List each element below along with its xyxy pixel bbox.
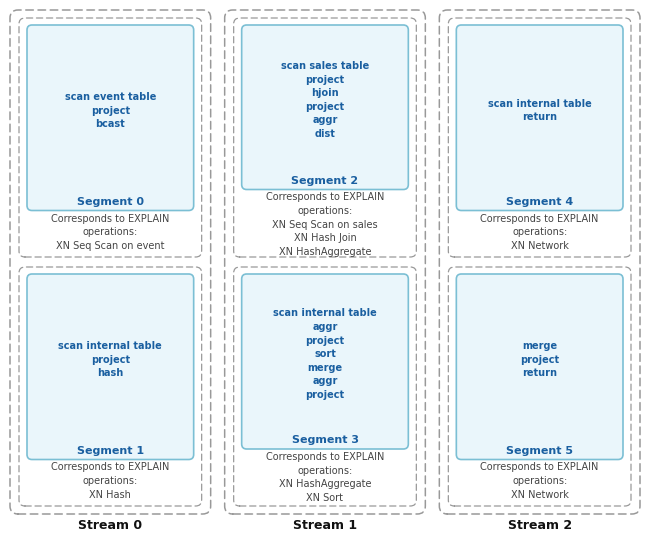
FancyBboxPatch shape bbox=[242, 274, 408, 449]
Text: scan internal table
return: scan internal table return bbox=[488, 99, 592, 122]
FancyBboxPatch shape bbox=[233, 18, 417, 257]
FancyBboxPatch shape bbox=[233, 267, 417, 506]
FancyBboxPatch shape bbox=[456, 274, 623, 460]
Text: scan internal table
project
hash: scan internal table project hash bbox=[58, 341, 162, 378]
FancyBboxPatch shape bbox=[448, 267, 631, 506]
Text: Stream 0: Stream 0 bbox=[78, 519, 142, 532]
FancyBboxPatch shape bbox=[225, 10, 425, 514]
Text: Segment 0: Segment 0 bbox=[77, 197, 144, 207]
Text: Stream 2: Stream 2 bbox=[508, 519, 572, 532]
Text: Segment 5: Segment 5 bbox=[506, 446, 573, 456]
FancyBboxPatch shape bbox=[242, 25, 408, 190]
FancyBboxPatch shape bbox=[10, 10, 211, 514]
FancyBboxPatch shape bbox=[19, 267, 201, 506]
Text: merge
project
return: merge project return bbox=[520, 341, 559, 378]
Text: Corresponds to EXPLAIN
operations:
XN Seq Scan on event: Corresponds to EXPLAIN operations: XN Se… bbox=[51, 214, 170, 251]
Text: scan sales table
project
hjoin
project
aggr
dist: scan sales table project hjoin project a… bbox=[281, 61, 369, 139]
FancyBboxPatch shape bbox=[439, 10, 640, 514]
Text: Segment 1: Segment 1 bbox=[77, 446, 144, 456]
Text: Corresponds to EXPLAIN
operations:
XN Hash: Corresponds to EXPLAIN operations: XN Ha… bbox=[51, 462, 170, 500]
FancyBboxPatch shape bbox=[27, 274, 194, 460]
Text: Segment 2: Segment 2 bbox=[291, 176, 359, 186]
Text: Segment 3: Segment 3 bbox=[291, 435, 359, 446]
Text: scan internal table
aggr
project
sort
merge
aggr
project: scan internal table aggr project sort me… bbox=[273, 308, 377, 400]
Text: scan event table
project
bcast: scan event table project bcast bbox=[64, 92, 156, 129]
FancyBboxPatch shape bbox=[456, 25, 623, 210]
Text: Stream 1: Stream 1 bbox=[293, 519, 357, 532]
FancyBboxPatch shape bbox=[19, 18, 201, 257]
Text: Segment 4: Segment 4 bbox=[506, 197, 573, 207]
Text: Corresponds to EXPLAIN
operations:
XN Seq Scan on sales
XN Hash Join
XN HashAggr: Corresponds to EXPLAIN operations: XN Se… bbox=[266, 192, 384, 257]
Text: Corresponds to EXPLAIN
operations:
XN HashAggregate
XN Sort: Corresponds to EXPLAIN operations: XN Ha… bbox=[266, 452, 384, 503]
FancyBboxPatch shape bbox=[448, 18, 631, 257]
Text: Corresponds to EXPLAIN
operations:
XN Network: Corresponds to EXPLAIN operations: XN Ne… bbox=[480, 214, 599, 251]
FancyBboxPatch shape bbox=[27, 25, 194, 210]
Text: Corresponds to EXPLAIN
operations:
XN Network: Corresponds to EXPLAIN operations: XN Ne… bbox=[480, 462, 599, 500]
